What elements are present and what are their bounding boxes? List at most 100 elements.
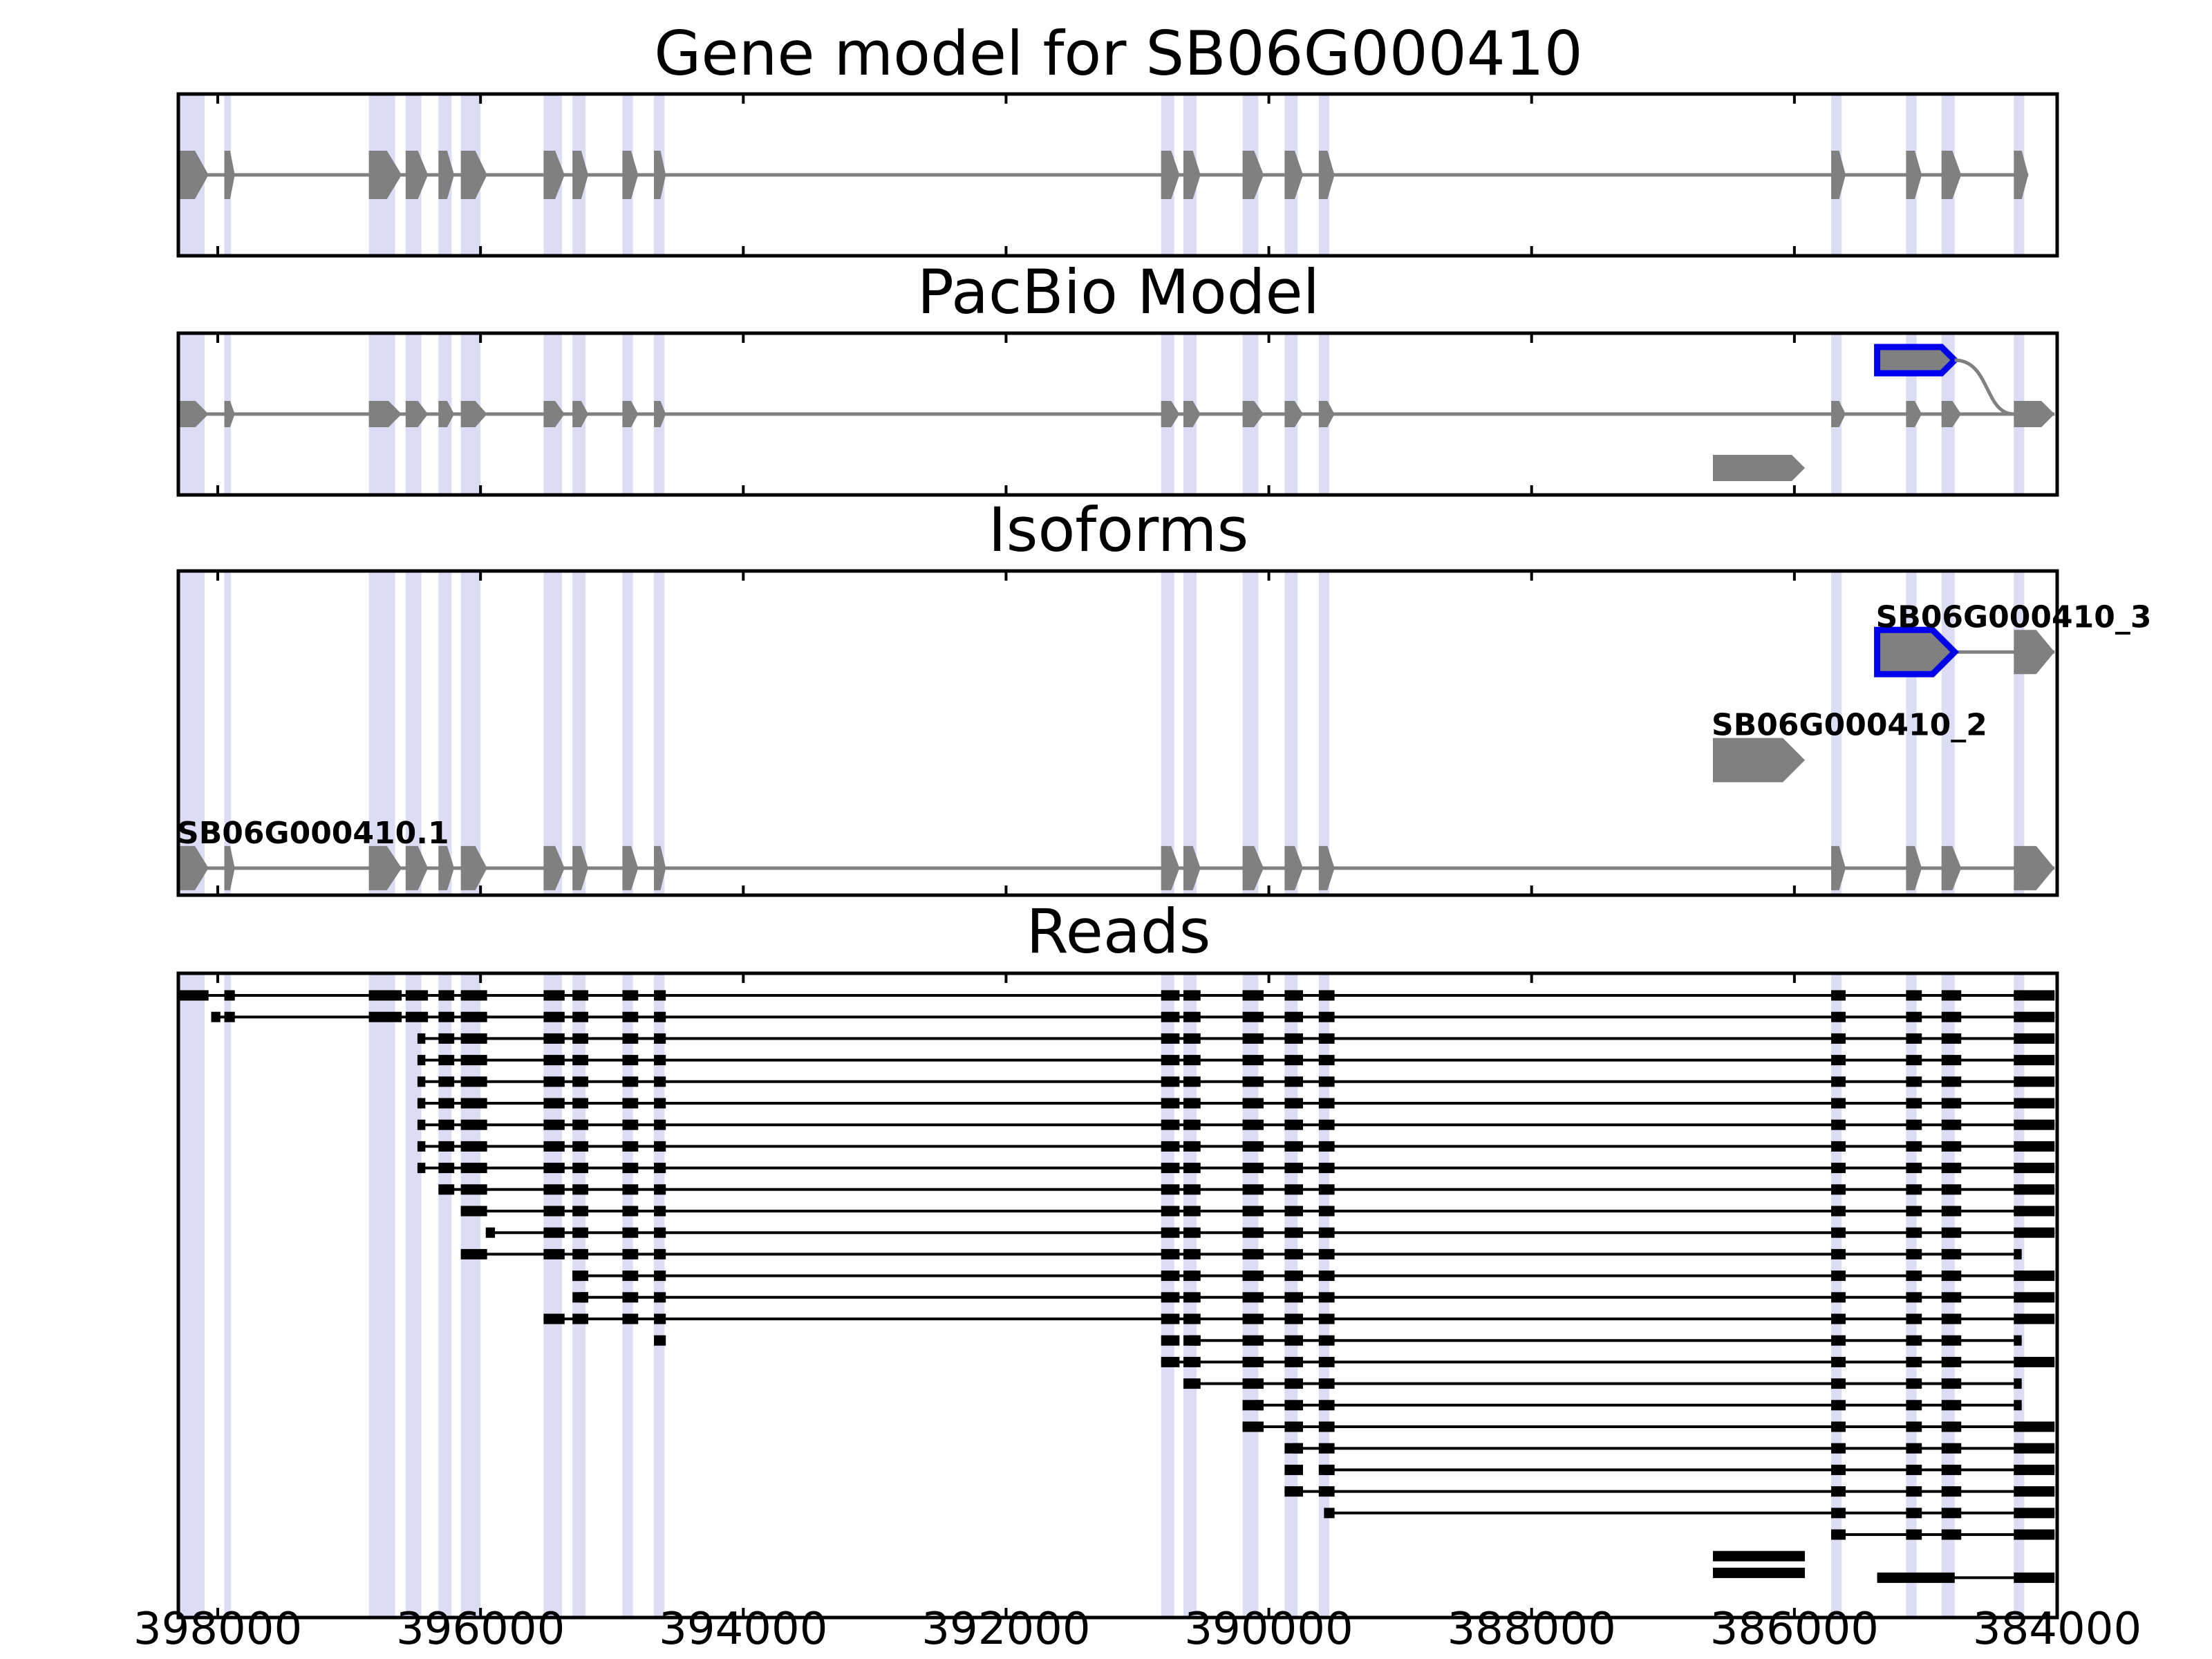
read-block xyxy=(1242,1313,1264,1324)
read-block xyxy=(1906,1206,1922,1217)
read-block xyxy=(1831,1184,1846,1195)
exon xyxy=(1183,845,1201,890)
panel-pacbio-model: PacBio Model xyxy=(176,256,2059,497)
read-block xyxy=(2014,1378,2022,1389)
read-block xyxy=(1183,1378,1201,1389)
splice-connector xyxy=(1954,358,2014,416)
read-block xyxy=(622,1098,639,1109)
read-block xyxy=(622,1033,639,1044)
highlight-region xyxy=(368,973,395,1618)
exon xyxy=(1183,151,1201,199)
read-block xyxy=(1242,1271,1264,1282)
read-block xyxy=(224,990,235,1001)
read-block xyxy=(1161,1119,1180,1130)
read-block xyxy=(1284,1206,1303,1217)
read xyxy=(1713,1550,1806,1578)
read-block xyxy=(1906,1011,1922,1022)
exon xyxy=(1941,151,1962,199)
read-block xyxy=(1941,1335,1962,1346)
read-block xyxy=(543,990,565,1001)
pacbio-model-track xyxy=(176,331,2059,497)
read-block xyxy=(543,1011,565,1022)
read-block xyxy=(622,1227,639,1238)
read xyxy=(417,1055,2055,1066)
exon xyxy=(1831,151,1846,199)
read-block xyxy=(543,1163,565,1174)
read-block xyxy=(543,1248,565,1259)
read-block xyxy=(1183,1163,1201,1174)
read-block xyxy=(1906,1292,1922,1303)
read-block xyxy=(1941,1443,1962,1454)
transcript-track: SB06G000410_3 xyxy=(1874,599,2151,677)
read-block xyxy=(1284,1227,1303,1238)
read-block xyxy=(622,1313,639,1324)
read-block xyxy=(1877,1572,1955,1583)
read-block xyxy=(1242,1184,1264,1195)
exon xyxy=(543,151,565,199)
read-block xyxy=(1242,1400,1264,1411)
read-block xyxy=(543,1098,565,1109)
x-tick-label: 388000 xyxy=(1447,1604,1616,1655)
read-block xyxy=(1831,1292,1846,1303)
read-block xyxy=(1941,1011,1962,1022)
read-block xyxy=(1242,1356,1264,1367)
read-block xyxy=(1161,1227,1180,1238)
read-block xyxy=(460,1163,487,1174)
read-block xyxy=(438,1076,455,1087)
read-block xyxy=(224,1011,235,1022)
read-block xyxy=(1318,1400,1335,1411)
read xyxy=(178,990,2055,1001)
panel-title-reads: Reads xyxy=(1027,896,1211,967)
exon xyxy=(224,401,235,427)
read-block xyxy=(1284,1184,1303,1195)
read-block xyxy=(572,1119,589,1130)
exon xyxy=(1183,401,1201,427)
read-block xyxy=(1161,1292,1180,1303)
read-block xyxy=(572,1271,589,1282)
exon xyxy=(438,401,455,427)
read-block xyxy=(1713,1550,1806,1562)
exon xyxy=(1161,845,1180,890)
read-block xyxy=(405,990,429,1001)
read-block xyxy=(438,990,455,1001)
exon xyxy=(572,151,588,199)
read-block xyxy=(438,1033,455,1044)
read xyxy=(654,1335,2022,1346)
exon xyxy=(224,845,235,890)
exon xyxy=(1713,738,1806,782)
highlight-region xyxy=(224,973,232,1618)
read-block xyxy=(1318,1163,1335,1174)
read-block xyxy=(1831,1464,1846,1475)
read-block xyxy=(1183,1313,1201,1324)
exon xyxy=(1161,151,1180,199)
transcript-track: SB06G000410.1 xyxy=(177,816,2055,890)
read-block xyxy=(654,1141,666,1152)
read-block xyxy=(1242,1055,1264,1066)
read-block xyxy=(622,1206,639,1217)
read-block xyxy=(1183,1119,1201,1130)
highlight-region xyxy=(654,571,665,895)
read-block xyxy=(1318,1011,1335,1022)
exon xyxy=(438,151,455,199)
read-block xyxy=(1242,1335,1264,1346)
read-block xyxy=(438,1119,455,1130)
read-block xyxy=(654,1098,666,1109)
read-block xyxy=(1161,1248,1180,1259)
exon xyxy=(224,151,235,199)
read-block xyxy=(1183,1011,1201,1022)
read-block xyxy=(1318,1421,1335,1432)
read-block xyxy=(1318,1378,1335,1389)
read-block xyxy=(1161,1055,1180,1066)
read-block xyxy=(1242,990,1264,1001)
highlight-region xyxy=(572,571,586,895)
read-block xyxy=(1318,1055,1335,1066)
x-tick-label: 394000 xyxy=(659,1604,827,1655)
read-block xyxy=(654,1055,666,1066)
read-block xyxy=(1183,1206,1201,1217)
read-block xyxy=(2014,1119,2055,1130)
read-block xyxy=(654,1248,666,1259)
read-block xyxy=(1831,1119,1846,1130)
read-block xyxy=(1906,1055,1922,1066)
read-block xyxy=(1831,1055,1846,1066)
read-block xyxy=(1906,1141,1922,1152)
